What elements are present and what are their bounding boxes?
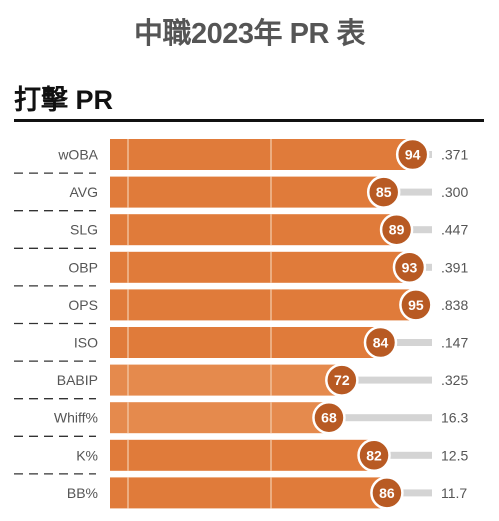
pr-track-whiff	[328, 414, 432, 422]
pr-bar-woba	[110, 139, 413, 170]
section-title: 打擊 PR	[14, 85, 114, 115]
category-label-obp: OBP	[68, 259, 98, 275]
pr-track-bb	[386, 489, 432, 497]
stat-value-avg: .300	[441, 184, 468, 200]
category-label-babip: BABIP	[57, 372, 98, 388]
pr-badge-ops	[399, 288, 433, 322]
pr-bar-ops	[110, 289, 416, 321]
category-label-bb: BB%	[67, 485, 98, 501]
pr-value-babip: 72	[334, 372, 350, 388]
pr-bar-babip	[110, 364, 342, 396]
pr-badge-iso	[363, 325, 398, 360]
category-label-avg: AVG	[69, 184, 98, 200]
stat-value-iso: .147	[441, 335, 468, 351]
pr-value-slg: 89	[389, 222, 405, 238]
stat-value-bb: 11.7	[441, 485, 467, 501]
category-label-ops: OPS	[68, 297, 98, 313]
category-label-slg: SLG	[70, 222, 98, 238]
stat-value-ops: .838	[441, 297, 468, 313]
pr-track-slg	[396, 226, 432, 234]
stat-value-obp: .391	[441, 259, 468, 275]
pr-value-avg: 85	[376, 184, 392, 200]
pr-bar-k	[110, 439, 375, 471]
pr-badge-bb	[370, 476, 404, 510]
pr-bar-avg	[110, 176, 384, 208]
pr-value-ops: 95	[408, 297, 424, 313]
page-title: 中職2023年 PR 表	[134, 18, 365, 50]
stat-value-babip: .325	[441, 372, 468, 388]
pr-badge-slg	[379, 212, 414, 247]
pr-bar-slg	[110, 214, 397, 246]
pr-value-whiff: 68	[321, 410, 337, 426]
category-label-iso: ISO	[74, 335, 98, 351]
pr-bar-whiff	[110, 402, 329, 434]
stat-value-slg: .447	[441, 222, 468, 238]
pr-badge-k	[357, 438, 391, 473]
pr-track-babip	[341, 376, 432, 384]
stat-value-k: 12.5	[441, 447, 468, 463]
pr-value-obp: 93	[402, 259, 418, 275]
stat-value-woba: .371	[441, 147, 468, 163]
pr-badge-whiff	[312, 400, 346, 435]
pr-badge-woba	[395, 137, 430, 172]
pr-badge-avg	[366, 175, 401, 209]
pr-value-woba: 94	[405, 147, 421, 163]
category-label-woba: wOBA	[57, 147, 98, 163]
pr-track-iso	[380, 339, 432, 346]
category-label-k: K%	[76, 447, 98, 463]
pr-bar-obp	[110, 251, 410, 283]
pr-value-k: 82	[366, 447, 382, 463]
stat-value-whiff: 16.3	[441, 410, 468, 426]
pr-track-k	[374, 451, 432, 459]
pr-value-iso: 84	[373, 335, 389, 351]
pr-bar-bb	[110, 477, 387, 509]
category-label-whiff: Whiff%	[54, 410, 98, 426]
pr-bar-iso	[110, 327, 381, 358]
pr-badge-babip	[325, 363, 359, 397]
pr-badge-obp	[392, 250, 427, 285]
pr-value-bb: 86	[379, 485, 395, 501]
pr-track-avg	[383, 188, 432, 196]
section-rule	[14, 119, 484, 122]
